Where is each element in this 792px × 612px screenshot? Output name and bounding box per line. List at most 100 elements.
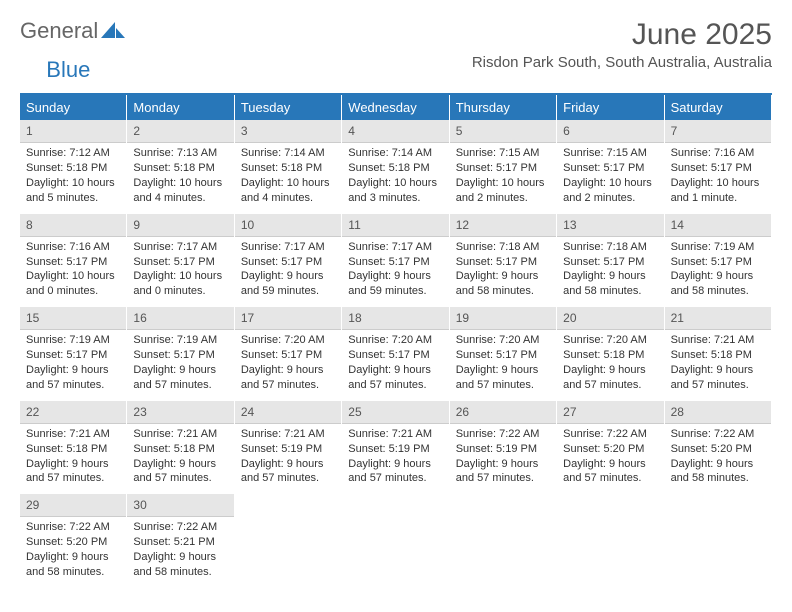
sunrise-line: Sunrise: 7:20 AM	[563, 333, 657, 348]
day-content: Sunrise: 7:21 AMSunset: 5:18 PMDaylight:…	[20, 424, 126, 494]
day-cell: 20Sunrise: 7:20 AMSunset: 5:18 PMDayligh…	[557, 307, 664, 401]
day-cell: 3Sunrise: 7:14 AMSunset: 5:18 PMDaylight…	[235, 120, 342, 214]
sunrise-line: Sunrise: 7:13 AM	[133, 146, 227, 161]
day-cell: 25Sunrise: 7:21 AMSunset: 5:19 PMDayligh…	[342, 401, 449, 495]
sunset-line: Sunset: 5:19 PM	[241, 442, 335, 457]
day-cell	[235, 494, 342, 588]
day-number: 27	[557, 401, 663, 424]
sunset-line: Sunset: 5:17 PM	[133, 255, 227, 270]
sunset-line: Sunset: 5:18 PM	[26, 442, 120, 457]
day-number: 4	[342, 120, 448, 143]
daylight-line: Daylight: 9 hours and 57 minutes.	[671, 363, 765, 393]
day-header: Saturday	[665, 95, 772, 120]
day-number: 28	[665, 401, 771, 424]
sunset-line: Sunset: 5:17 PM	[671, 255, 765, 270]
sunrise-line: Sunrise: 7:12 AM	[26, 146, 120, 161]
sunrise-line: Sunrise: 7:21 AM	[133, 427, 227, 442]
sunset-line: Sunset: 5:17 PM	[241, 255, 335, 270]
day-number: 6	[557, 120, 663, 143]
sunset-line: Sunset: 5:17 PM	[563, 255, 657, 270]
daylight-line: Daylight: 10 hours and 2 minutes.	[563, 176, 657, 206]
sunset-line: Sunset: 5:17 PM	[456, 255, 550, 270]
day-number: 9	[127, 214, 233, 237]
day-content: Sunrise: 7:21 AMSunset: 5:18 PMDaylight:…	[127, 424, 233, 494]
daylight-line: Daylight: 9 hours and 57 minutes.	[348, 363, 442, 393]
day-cell: 7Sunrise: 7:16 AMSunset: 5:17 PMDaylight…	[665, 120, 772, 214]
logo-triangle-icon	[101, 18, 125, 44]
day-number: 13	[557, 214, 663, 237]
day-number: 8	[20, 214, 126, 237]
day-cell: 23Sunrise: 7:21 AMSunset: 5:18 PMDayligh…	[127, 401, 234, 495]
day-number: 23	[127, 401, 233, 424]
day-content: Sunrise: 7:22 AMSunset: 5:21 PMDaylight:…	[127, 517, 233, 587]
day-number: 12	[450, 214, 556, 237]
day-number: 19	[450, 307, 556, 330]
day-content: Sunrise: 7:20 AMSunset: 5:18 PMDaylight:…	[557, 330, 663, 400]
sunrise-line: Sunrise: 7:15 AM	[456, 146, 550, 161]
day-content: Sunrise: 7:19 AMSunset: 5:17 PMDaylight:…	[665, 237, 771, 307]
sunset-line: Sunset: 5:19 PM	[456, 442, 550, 457]
day-content: Sunrise: 7:20 AMSunset: 5:17 PMDaylight:…	[235, 330, 341, 400]
daylight-line: Daylight: 9 hours and 57 minutes.	[26, 457, 120, 487]
sunset-line: Sunset: 5:17 PM	[456, 348, 550, 363]
day-cell: 30Sunrise: 7:22 AMSunset: 5:21 PMDayligh…	[127, 494, 234, 588]
day-cell: 9Sunrise: 7:17 AMSunset: 5:17 PMDaylight…	[127, 214, 234, 308]
day-content: Sunrise: 7:20 AMSunset: 5:17 PMDaylight:…	[450, 330, 556, 400]
day-number: 7	[665, 120, 771, 143]
day-number: 14	[665, 214, 771, 237]
day-cell: 10Sunrise: 7:17 AMSunset: 5:17 PMDayligh…	[235, 214, 342, 308]
sunrise-line: Sunrise: 7:19 AM	[671, 240, 765, 255]
sunrise-line: Sunrise: 7:19 AM	[133, 333, 227, 348]
day-header: Friday	[557, 95, 664, 120]
sunrise-line: Sunrise: 7:22 AM	[563, 427, 657, 442]
daylight-line: Daylight: 10 hours and 4 minutes.	[133, 176, 227, 206]
sunrise-line: Sunrise: 7:16 AM	[26, 240, 120, 255]
day-number: 26	[450, 401, 556, 424]
sunset-line: Sunset: 5:19 PM	[348, 442, 442, 457]
day-number: 16	[127, 307, 233, 330]
day-cell: 1Sunrise: 7:12 AMSunset: 5:18 PMDaylight…	[20, 120, 127, 214]
day-cell: 16Sunrise: 7:19 AMSunset: 5:17 PMDayligh…	[127, 307, 234, 401]
day-number: 25	[342, 401, 448, 424]
day-content: Sunrise: 7:14 AMSunset: 5:18 PMDaylight:…	[342, 143, 448, 213]
daylight-line: Daylight: 10 hours and 0 minutes.	[133, 269, 227, 299]
day-content: Sunrise: 7:19 AMSunset: 5:17 PMDaylight:…	[127, 330, 233, 400]
sunset-line: Sunset: 5:17 PM	[26, 255, 120, 270]
day-content: Sunrise: 7:15 AMSunset: 5:17 PMDaylight:…	[450, 143, 556, 213]
sunset-line: Sunset: 5:17 PM	[456, 161, 550, 176]
daylight-line: Daylight: 9 hours and 59 minutes.	[241, 269, 335, 299]
day-cell: 13Sunrise: 7:18 AMSunset: 5:17 PMDayligh…	[557, 214, 664, 308]
day-cell: 2Sunrise: 7:13 AMSunset: 5:18 PMDaylight…	[127, 120, 234, 214]
sunset-line: Sunset: 5:17 PM	[241, 348, 335, 363]
daylight-line: Daylight: 9 hours and 58 minutes.	[671, 269, 765, 299]
day-content: Sunrise: 7:18 AMSunset: 5:17 PMDaylight:…	[450, 237, 556, 307]
day-number: 1	[20, 120, 126, 143]
daylight-line: Daylight: 10 hours and 1 minute.	[671, 176, 765, 206]
sunrise-line: Sunrise: 7:22 AM	[671, 427, 765, 442]
day-content: Sunrise: 7:17 AMSunset: 5:17 PMDaylight:…	[342, 237, 448, 307]
sunset-line: Sunset: 5:17 PM	[26, 348, 120, 363]
daylight-line: Daylight: 9 hours and 57 minutes.	[241, 457, 335, 487]
day-header: Wednesday	[342, 95, 449, 120]
calendar: SundayMondayTuesdayWednesdayThursdayFrid…	[20, 93, 772, 588]
daylight-line: Daylight: 9 hours and 57 minutes.	[133, 363, 227, 393]
day-cell: 24Sunrise: 7:21 AMSunset: 5:19 PMDayligh…	[235, 401, 342, 495]
day-cell: 14Sunrise: 7:19 AMSunset: 5:17 PMDayligh…	[665, 214, 772, 308]
day-cell: 19Sunrise: 7:20 AMSunset: 5:17 PMDayligh…	[450, 307, 557, 401]
daylight-line: Daylight: 9 hours and 58 minutes.	[133, 550, 227, 580]
sunrise-line: Sunrise: 7:17 AM	[241, 240, 335, 255]
daylight-line: Daylight: 9 hours and 57 minutes.	[456, 363, 550, 393]
location: Risdon Park South, South Australia, Aust…	[472, 54, 772, 71]
sunrise-line: Sunrise: 7:20 AM	[456, 333, 550, 348]
daylight-line: Daylight: 9 hours and 57 minutes.	[348, 457, 442, 487]
sunrise-line: Sunrise: 7:21 AM	[241, 427, 335, 442]
sunset-line: Sunset: 5:18 PM	[563, 348, 657, 363]
day-number: 30	[127, 494, 233, 517]
daylight-line: Daylight: 10 hours and 4 minutes.	[241, 176, 335, 206]
sunset-line: Sunset: 5:17 PM	[348, 255, 442, 270]
sunset-line: Sunset: 5:21 PM	[133, 535, 227, 550]
day-content: Sunrise: 7:14 AMSunset: 5:18 PMDaylight:…	[235, 143, 341, 213]
sunrise-line: Sunrise: 7:16 AM	[671, 146, 765, 161]
day-content: Sunrise: 7:12 AMSunset: 5:18 PMDaylight:…	[20, 143, 126, 213]
day-cell	[342, 494, 449, 588]
